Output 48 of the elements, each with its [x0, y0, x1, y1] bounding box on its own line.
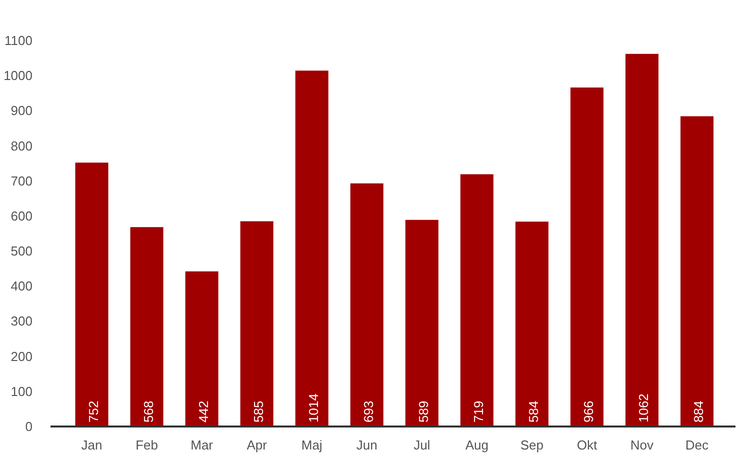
- data-label: 966: [580, 400, 596, 422]
- y-tick-label: 1000: [4, 68, 32, 84]
- bar: [240, 221, 274, 426]
- bar: [295, 70, 328, 426]
- bar: [405, 220, 438, 426]
- bar: [460, 174, 494, 426]
- bar: [515, 222, 548, 426]
- x-tick-label: Jan: [81, 438, 102, 452]
- bar: [75, 162, 108, 426]
- y-tick-label: 200: [10, 348, 33, 364]
- y-tick-label: 500: [10, 244, 33, 259]
- data-label: 884: [690, 400, 706, 422]
- y-tick-label: 800: [10, 138, 33, 154]
- data-label: 719: [470, 400, 486, 422]
- y-tick-label: 400: [10, 278, 33, 294]
- data-label: 584: [526, 400, 541, 422]
- y-tick-label: 900: [10, 103, 33, 118]
- data-label: 589: [416, 400, 431, 422]
- x-tick-label: Sep: [520, 438, 544, 452]
- data-label: 1062: [636, 394, 651, 422]
- bar: [570, 88, 604, 426]
- x-tick-label: Feb: [136, 438, 158, 452]
- data-label: 585: [250, 400, 266, 422]
- data-label: 1014: [306, 394, 321, 422]
- x-tick-label: Okt: [576, 438, 598, 452]
- x-tick-label: Dec: [685, 438, 710, 452]
- data-label: 442: [196, 400, 211, 422]
- bar: [350, 183, 384, 426]
- y-tick-label: 600: [10, 208, 33, 224]
- data-label: 693: [360, 400, 376, 422]
- data-label: 752: [86, 400, 101, 422]
- y-tick-label: 1100: [4, 33, 33, 48]
- x-tick-label: Jul: [414, 438, 430, 452]
- x-tick-label: Jun: [356, 438, 378, 452]
- y-tick-label: 100: [10, 384, 33, 399]
- x-tick-label: Nov: [630, 438, 654, 452]
- x-tick-label: Aug: [465, 438, 488, 452]
- x-tick-label: Maj: [301, 438, 322, 452]
- bar: [625, 54, 658, 426]
- y-tick-label: 300: [10, 314, 33, 329]
- bar: [185, 271, 218, 426]
- bar: [680, 116, 714, 426]
- bar: [130, 227, 164, 426]
- data-label: 568: [140, 400, 156, 422]
- y-tick-label: 0: [25, 419, 33, 434]
- y-tick-label: 700: [10, 173, 33, 188]
- x-tick-label: Mar: [190, 438, 214, 452]
- x-tick-label: Apr: [246, 438, 268, 452]
